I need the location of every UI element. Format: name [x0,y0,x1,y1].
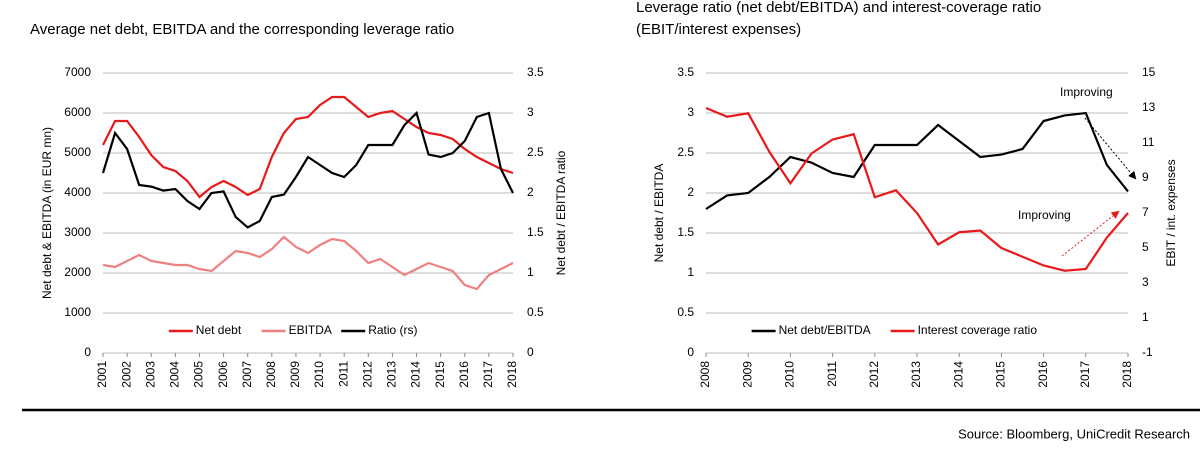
x-tick-label: 2008 [698,361,712,388]
y-tick-label: 2 [687,185,694,199]
x-tick-label: 2010 [312,361,326,388]
legend-label: Interest coverage ratio [918,323,1038,337]
y2-axis-label: EBIT / int. expenses [1164,159,1178,266]
y2-tick-label: 3 [1142,275,1149,289]
y2-tick-label: 2.5 [527,145,544,159]
y-tick-label: 0 [84,345,91,359]
x-tick-label: 2007 [240,361,254,388]
x-tick-label: 2011 [336,361,350,387]
y2-tick-label: 1.5 [527,225,544,239]
y2-tick-label: 15 [1142,65,1156,79]
series-line [705,111,1129,210]
y2-tick-label: -1 [1142,345,1153,359]
x-tick-label: 2013 [909,361,923,388]
y-tick-label: 7000 [64,65,91,79]
x-tick-label: 2013 [385,361,399,388]
annotation: Improving [1018,208,1071,222]
x-tick-label: 2016 [457,361,471,388]
x-tick-label: 2009 [288,361,302,388]
x-tick-label: 2008 [264,361,278,388]
y-tick-label: 3000 [64,225,91,239]
chart-title: Leverage ratio (net debt/EBITDA) and int… [636,0,1041,16]
x-tick-label: 2017 [1078,361,1092,388]
y2-tick-label: 0 [527,345,534,359]
x-tick-label: 2015 [433,361,447,388]
y2-tick-label: 13 [1142,100,1156,114]
legend-label: Ratio (rs) [368,323,417,337]
y-tick-label: 2.5 [677,145,694,159]
y-tick-label: 6000 [64,105,91,119]
x-tick-label: 2009 [740,361,754,388]
x-tick-label: 2012 [360,361,374,388]
y-tick-label: 0 [687,345,694,359]
y-tick-label: 4000 [64,185,91,199]
x-tick-label: 2015 [994,361,1008,388]
legend-label: EBITDA [289,323,332,337]
y-tick-label: 0.5 [677,305,694,319]
y2-tick-label: 1 [527,265,534,279]
x-tick-label: 2006 [216,361,230,388]
x-tick-label: 2014 [951,361,965,388]
series-line [102,95,514,199]
x-tick-label: 2011 [825,361,839,387]
legend-label: Net debt/EBITDA [779,323,871,337]
y-tick-label: 1000 [64,305,91,319]
x-tick-label: 2012 [867,361,881,388]
x-tick-label: 2016 [1036,361,1050,388]
x-tick-label: 2010 [783,361,797,388]
annotation: Improving [1060,85,1113,99]
y-tick-label: 2000 [64,265,91,279]
chart-title: Average net debt, EBITDA and the corresp… [30,21,454,38]
y2-tick-label: 3.5 [527,65,544,79]
x-tick-label: 2017 [481,361,495,388]
y2-tick-label: 7 [1142,205,1149,219]
series-line [705,106,1129,272]
x-tick-label: 2014 [409,361,423,388]
source: Source: Bloomberg, UniCredit Research [958,426,1190,441]
annotation-arrow [1084,117,1137,180]
y2-tick-label: 0.5 [527,305,544,319]
y-tick-label: 1 [687,265,694,279]
x-tick-label: 2004 [168,361,182,388]
x-tick-label: 2002 [119,361,133,388]
x-tick-label: 2005 [192,361,206,388]
y-tick-label: 5000 [64,145,91,159]
y2-tick-label: 3 [527,105,534,119]
y2-tick-label: 1 [1142,310,1149,324]
y2-tick-label: 2 [527,185,534,199]
y-axis-label: Net debt & EBITDA (in EUR mn) [40,127,54,299]
y2-axis-label: Net debt / EBITDA ratio [554,150,568,275]
y-tick-label: 1.5 [677,225,694,239]
x-tick-label: 2018 [1120,361,1134,388]
x-tick-label: 2018 [505,361,519,388]
x-tick-label: 2003 [143,361,157,388]
x-tick-label: 2001 [95,361,109,388]
y2-tick-label: 9 [1142,170,1149,184]
y2-tick-label: 5 [1142,240,1149,254]
chart-title: (EBIT/interest expenses) [636,21,801,38]
y2-tick-label: 11 [1142,135,1155,149]
series-line [101,110,514,229]
series-line [102,235,514,291]
y-tick-label: 3.5 [677,65,694,79]
y-axis-label: Net debt / EBITDA [652,164,666,263]
legend-label: Net debt [196,323,242,337]
y-tick-label: 3 [687,105,694,119]
